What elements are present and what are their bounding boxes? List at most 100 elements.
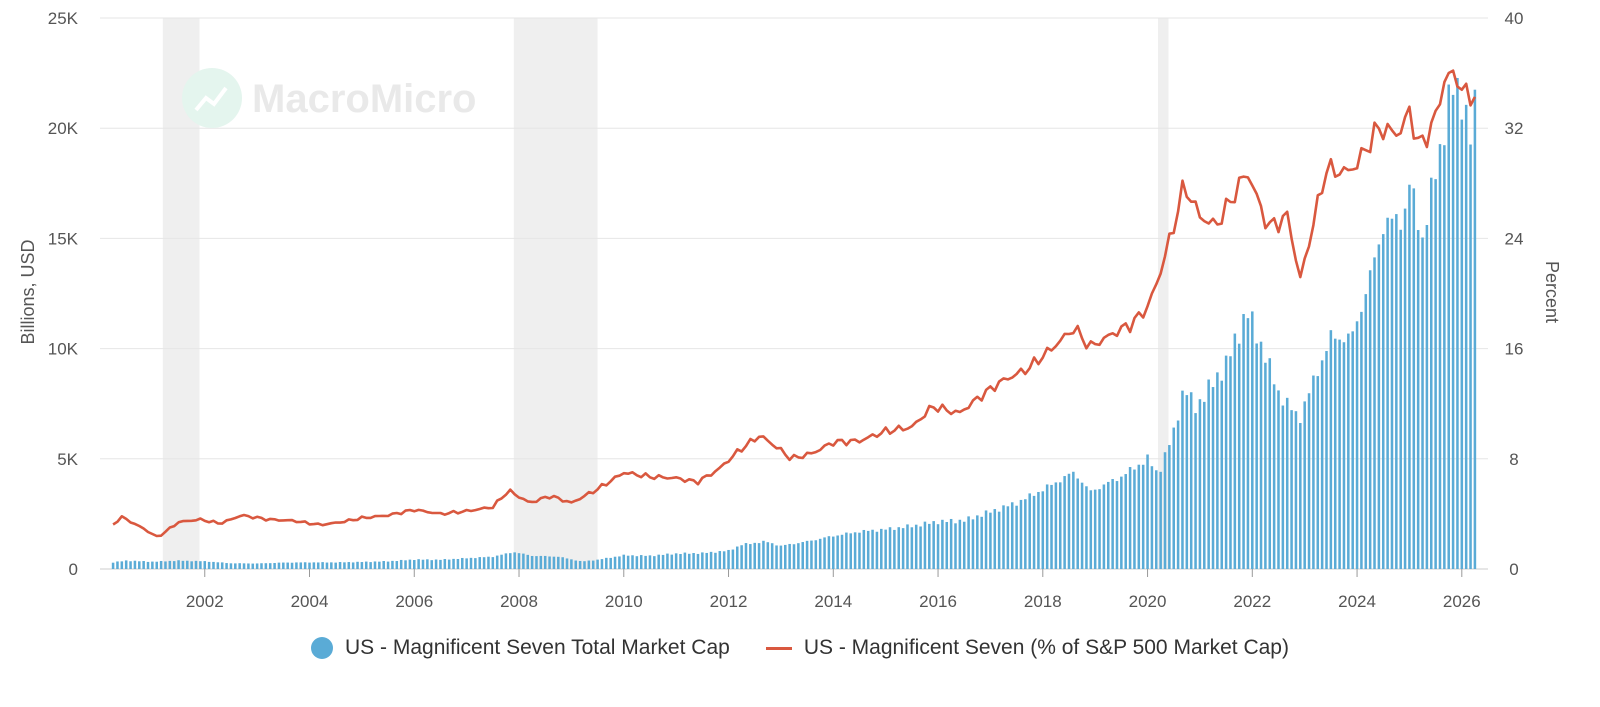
bar [495, 555, 499, 569]
bar [260, 563, 263, 569]
bar [111, 562, 115, 569]
bar [1229, 356, 1232, 569]
bar [1015, 505, 1018, 569]
bar [871, 529, 874, 569]
legend-item-percent-share[interactable]: US - Magnificent Seven (% of S&P 500 Mar… [765, 636, 1289, 660]
x-tick-label: 2008 [500, 592, 538, 611]
bar [936, 524, 940, 569]
bar [1473, 89, 1477, 570]
bar [687, 553, 691, 569]
bar [129, 561, 132, 569]
bar [705, 552, 708, 569]
bar [770, 543, 774, 569]
bar [1451, 94, 1455, 570]
bar [1395, 214, 1398, 569]
bar [1181, 390, 1184, 569]
y-left-tick-label: 20K [48, 119, 79, 138]
bar [151, 561, 154, 569]
bar [1115, 481, 1119, 569]
bar [373, 561, 377, 569]
bar [709, 551, 713, 569]
bar [199, 561, 202, 569]
bar [465, 558, 468, 569]
bar [797, 543, 800, 569]
y-left-tick-label: 15K [48, 229, 79, 248]
bar [216, 562, 220, 569]
bar [1307, 393, 1311, 569]
bar [893, 529, 896, 569]
bar [962, 521, 966, 569]
bar [391, 560, 394, 569]
bar [539, 555, 543, 569]
bar [657, 554, 660, 569]
bar [1128, 467, 1132, 569]
bar [1072, 471, 1075, 569]
bar [1237, 343, 1241, 569]
bar [1185, 395, 1189, 569]
bar [762, 540, 765, 569]
bar [1098, 489, 1101, 569]
bar [469, 557, 473, 569]
x-tick-label: 2006 [395, 592, 433, 611]
bar [1259, 341, 1263, 569]
bar [312, 562, 316, 569]
bar [744, 543, 748, 569]
bar [845, 532, 848, 569]
bar [120, 561, 124, 569]
bar [666, 553, 669, 569]
bar [360, 562, 364, 569]
bar [644, 555, 647, 569]
bar [884, 529, 887, 569]
bar [1412, 188, 1416, 569]
bar [661, 554, 665, 569]
bar [596, 559, 599, 569]
bar [491, 557, 495, 569]
bar [967, 516, 970, 569]
bar [334, 562, 337, 569]
bar [1159, 471, 1162, 569]
bar [679, 553, 682, 569]
bar [897, 527, 901, 569]
bar [648, 555, 652, 569]
y-right-tick-label: 40 [1505, 9, 1524, 28]
line-series [112, 69, 1477, 538]
bar [513, 552, 516, 569]
bar [138, 561, 141, 569]
bar [159, 560, 163, 569]
bar [1155, 470, 1158, 569]
bar [805, 540, 809, 569]
legend-item-market-cap[interactable]: US - Magnificent Seven Total Market Cap [311, 636, 730, 660]
bar [1111, 479, 1114, 569]
bar [356, 561, 359, 569]
bar [443, 559, 447, 569]
x-tick-label: 2018 [1024, 592, 1062, 611]
y-left-axis: 0 5K 10K 15K 20K 25K [48, 9, 79, 579]
bar [1429, 177, 1433, 569]
bar [910, 527, 914, 569]
bar [172, 561, 176, 569]
bar [343, 562, 346, 569]
bar [303, 562, 307, 569]
bar [814, 540, 818, 569]
bar [1399, 229, 1402, 570]
bar [456, 559, 460, 569]
bar [779, 545, 783, 569]
bar [609, 557, 612, 569]
bar [382, 560, 385, 569]
bar [578, 560, 582, 569]
bar [203, 561, 207, 569]
bar [1251, 311, 1254, 569]
bar [1255, 343, 1258, 569]
bar [880, 528, 883, 569]
bar [775, 545, 778, 569]
bar [696, 553, 700, 569]
bar [194, 560, 198, 569]
bar [1373, 257, 1376, 569]
bar [1028, 493, 1031, 569]
bar [1447, 84, 1450, 570]
bar [290, 562, 294, 569]
bar [1434, 179, 1437, 569]
bar [1469, 144, 1472, 569]
bar [561, 557, 564, 569]
bar [1002, 505, 1005, 569]
